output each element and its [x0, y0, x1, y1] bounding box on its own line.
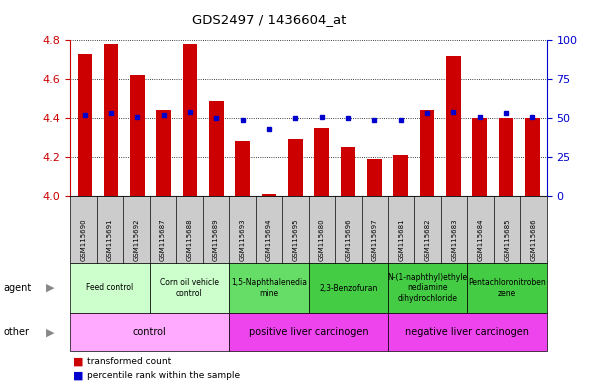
- Text: GSM115688: GSM115688: [186, 218, 192, 261]
- Bar: [104, 44, 119, 196]
- Text: GSM115680: GSM115680: [319, 218, 325, 261]
- Bar: [183, 44, 197, 196]
- Text: GSM115683: GSM115683: [451, 218, 457, 261]
- Text: ▶: ▶: [46, 327, 54, 337]
- Text: GDS2497 / 1436604_at: GDS2497 / 1436604_at: [192, 13, 346, 26]
- Bar: [367, 159, 382, 196]
- Text: percentile rank within the sample: percentile rank within the sample: [87, 371, 240, 380]
- Text: transformed count: transformed count: [87, 357, 171, 366]
- Bar: [446, 56, 461, 196]
- Text: GSM115685: GSM115685: [504, 218, 510, 261]
- Text: Feed control: Feed control: [86, 283, 134, 293]
- Bar: [341, 147, 355, 196]
- Text: GSM115687: GSM115687: [160, 218, 166, 261]
- Text: ■: ■: [73, 371, 84, 381]
- Text: GSM115682: GSM115682: [425, 218, 431, 261]
- Text: GSM115697: GSM115697: [371, 218, 378, 261]
- Text: 1,5-Naphthalenedia
mine: 1,5-Naphthalenedia mine: [231, 278, 307, 298]
- Text: GSM115692: GSM115692: [133, 218, 139, 261]
- Text: negative liver carcinogen: negative liver carcinogen: [406, 327, 529, 337]
- Bar: [525, 118, 540, 196]
- Bar: [288, 139, 302, 196]
- Text: Corn oil vehicle
control: Corn oil vehicle control: [160, 278, 219, 298]
- Text: positive liver carcinogen: positive liver carcinogen: [249, 327, 368, 337]
- Text: GSM115695: GSM115695: [292, 218, 298, 261]
- Text: Pentachloronitroben
zene: Pentachloronitroben zene: [468, 278, 546, 298]
- Bar: [499, 118, 513, 196]
- Bar: [315, 128, 329, 196]
- Text: GSM115686: GSM115686: [530, 218, 536, 261]
- Text: control: control: [133, 327, 167, 337]
- Bar: [393, 155, 408, 196]
- Text: ▶: ▶: [46, 283, 54, 293]
- Bar: [209, 101, 224, 196]
- Text: 2,3-Benzofuran: 2,3-Benzofuran: [319, 283, 378, 293]
- Text: ■: ■: [73, 357, 84, 367]
- Text: GSM115681: GSM115681: [398, 218, 404, 261]
- Text: agent: agent: [3, 283, 31, 293]
- Bar: [130, 75, 145, 196]
- Text: GSM115693: GSM115693: [240, 218, 246, 261]
- Bar: [262, 194, 276, 196]
- Text: GSM115690: GSM115690: [81, 218, 87, 261]
- Bar: [235, 141, 250, 196]
- Bar: [156, 110, 171, 196]
- Text: GSM115689: GSM115689: [213, 218, 219, 261]
- Text: N-(1-naphthyl)ethyle
nediamine
dihydrochloride: N-(1-naphthyl)ethyle nediamine dihydroch…: [387, 273, 468, 303]
- Text: GSM115691: GSM115691: [107, 218, 113, 261]
- Bar: [472, 118, 487, 196]
- Bar: [78, 54, 92, 196]
- Text: GSM115696: GSM115696: [345, 218, 351, 261]
- Text: GSM115684: GSM115684: [478, 218, 484, 261]
- Text: GSM115694: GSM115694: [266, 218, 272, 261]
- Text: other: other: [3, 327, 29, 337]
- Bar: [420, 110, 434, 196]
